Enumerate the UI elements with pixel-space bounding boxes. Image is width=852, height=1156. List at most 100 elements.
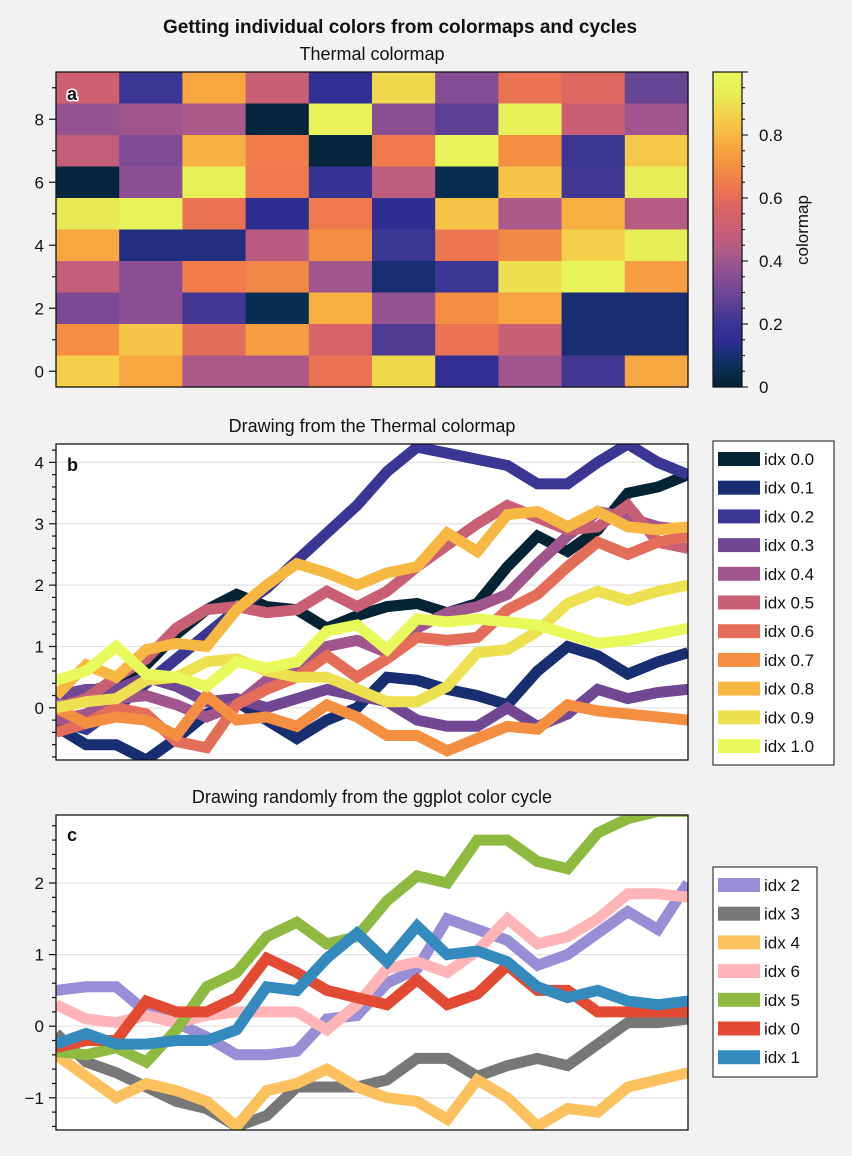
heatmap-cell	[245, 229, 310, 262]
legend-swatch	[718, 509, 760, 524]
heatmap-cell	[561, 198, 626, 231]
heatmap-cell	[624, 103, 689, 136]
panel-c-background	[56, 815, 688, 1130]
heatmap-cell	[561, 103, 626, 136]
heatmap-cell	[498, 72, 563, 105]
heatmap-cell	[498, 229, 563, 262]
legend-entry-label: idx 0	[764, 1020, 800, 1039]
panel-a-frame	[55, 71, 689, 388]
legend-swatch	[718, 624, 760, 639]
legend-swatch	[718, 935, 760, 950]
legend-entry-label: idx 1.0	[764, 737, 814, 756]
series-line-idx-0	[56, 951, 688, 1054]
y-tick-label: 2	[35, 299, 44, 318]
heatmap-cell	[308, 135, 373, 168]
colorbar-tick-label: 0.4	[759, 252, 783, 271]
y-tick-label: 0	[35, 1017, 44, 1036]
colorbar-tick-label: 0.8	[759, 126, 783, 145]
heatmap-cell	[372, 135, 436, 168]
panel-a-label: a	[67, 84, 78, 104]
legend-swatch	[718, 652, 760, 667]
heatmap-cell	[56, 103, 120, 136]
series-line-idx-1	[56, 917, 688, 1050]
legend-swatch	[718, 1021, 760, 1036]
heatmap-cell	[435, 72, 499, 105]
legend-swatch	[718, 595, 760, 610]
y-tick-label: 8	[35, 110, 44, 129]
heatmap-cell	[119, 198, 183, 231]
heatmap-cell	[56, 261, 120, 294]
heatmap-cell	[624, 355, 689, 388]
heatmap-cell	[435, 166, 499, 199]
legend-entry-label: idx 3	[764, 905, 800, 924]
legend-entry-label: idx 1	[764, 1048, 800, 1067]
legend-swatch	[718, 1050, 760, 1065]
heatmap-cell	[435, 103, 499, 136]
heatmap-cell	[56, 135, 120, 168]
heatmap-cell	[182, 198, 247, 231]
y-tick-label: 2	[35, 874, 44, 893]
series-line-idx-0_8	[56, 505, 688, 700]
legend-swatch	[718, 681, 760, 696]
heatmap-cell	[56, 229, 120, 262]
heatmap-cell	[56, 198, 120, 231]
heatmap-cell	[372, 198, 436, 231]
panel-c-title: Drawing randomly from the ggplot color c…	[192, 787, 552, 807]
legend-swatch	[718, 992, 760, 1007]
heatmap-cell	[308, 198, 373, 231]
heatmap-cell	[56, 292, 120, 325]
heatmap-cell	[372, 72, 436, 105]
legend-entry-label: idx 0.5	[764, 594, 814, 613]
heatmap-cell	[182, 103, 247, 136]
panel-a-title: Thermal colormap	[299, 44, 444, 64]
y-tick-label: 0	[35, 699, 44, 718]
legend-swatch	[718, 538, 760, 553]
heatmap-cell	[435, 355, 499, 388]
legend-swatch	[718, 710, 760, 725]
heatmap-cell	[561, 72, 626, 105]
heatmap-cell	[435, 292, 499, 325]
y-tick-label: 2	[35, 576, 44, 595]
series-line-idx-4	[56, 1050, 688, 1130]
heatmap-cell	[119, 229, 183, 262]
heatmap-cell	[245, 198, 310, 231]
heatmap-cell	[372, 355, 436, 388]
panel-b-title: Drawing from the Thermal colormap	[229, 416, 516, 436]
heatmap-cell	[182, 135, 247, 168]
heatmap-cell	[182, 229, 247, 262]
colorbar-tick-label: 0.6	[759, 189, 783, 208]
heatmap-cell	[245, 292, 310, 325]
heatmap-cell	[308, 229, 373, 262]
heatmap-cell	[119, 292, 183, 325]
heatmap-cell	[561, 324, 626, 357]
colorbar-tick-label: 0.2	[759, 315, 783, 334]
legend-entry-label: idx 5	[764, 991, 800, 1010]
heatmap-cell	[624, 198, 689, 231]
heatmap-cell	[182, 72, 247, 105]
heatmap-cell	[119, 324, 183, 357]
legend-swatch	[718, 878, 760, 892]
heatmap-cell	[308, 292, 373, 325]
legend-entry-label: idx 0.7	[764, 651, 814, 670]
series-line-idx-0_7	[56, 687, 688, 757]
heatmap-cell	[561, 292, 626, 325]
panel-c: Drawing randomly from the ggplot color c…	[25, 787, 818, 1131]
heatmap-cell	[498, 261, 563, 294]
heatmap-cell	[435, 135, 499, 168]
heatmap-cell	[119, 72, 183, 105]
heatmap-cell	[624, 229, 689, 262]
heatmap-cell	[498, 292, 563, 325]
heatmap-cell	[119, 103, 183, 136]
heatmap-cell	[245, 355, 310, 388]
y-tick-label: 4	[35, 236, 44, 255]
legend-entry-label: idx 4	[764, 933, 800, 952]
heatmap-cell	[498, 324, 563, 357]
heatmap-cell	[624, 292, 689, 325]
panel-b: Drawing from the Thermal colormap 01234 …	[35, 416, 835, 766]
heatmap-cell	[498, 355, 563, 388]
heatmap-cell	[372, 103, 436, 136]
heatmap-cell	[119, 261, 183, 294]
legend-entry-label: idx 6	[764, 962, 800, 981]
heatmap-cell	[372, 229, 436, 262]
panel-c-label: c	[67, 825, 77, 845]
